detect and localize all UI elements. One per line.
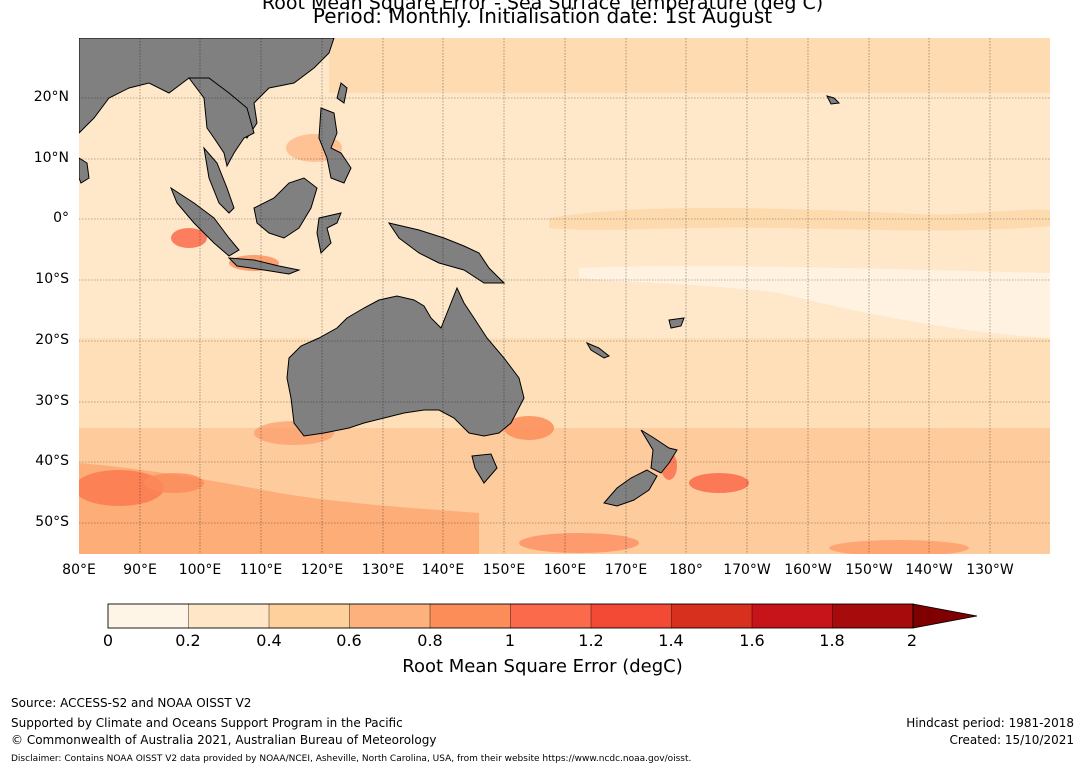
lat-label: 20°N <box>33 89 69 105</box>
colorbar <box>107 603 978 629</box>
colorbar-tick: 1.8 <box>819 631 845 650</box>
colorbar-segment <box>590 603 673 629</box>
tasmania-island <box>471 453 498 484</box>
java-island <box>227 257 301 275</box>
sumatra-island <box>169 186 240 257</box>
colorbar-extend-arrow <box>912 603 978 629</box>
australia-mainland <box>286 286 525 437</box>
lon-label: 170°W <box>723 562 771 578</box>
malay-peninsula <box>203 146 235 214</box>
colorbar-segment <box>349 603 431 629</box>
lat-label: 20°S <box>35 332 69 348</box>
lon-label: 140°W <box>905 562 953 578</box>
chart-subtitle: Period: Monthly. Initialisation date: 1s… <box>312 4 773 28</box>
colorbar-segments <box>107 603 914 629</box>
colorbar-segment <box>510 603 592 629</box>
lat-label: 10°S <box>35 271 69 287</box>
fiji-islands <box>668 317 685 329</box>
lon-label: 110°E <box>239 562 283 578</box>
colorbar-segment <box>188 603 270 629</box>
lon-label: 150°W <box>845 562 893 578</box>
lon-label: 170°E <box>604 562 648 578</box>
borneo-island <box>253 177 318 239</box>
colorbar-segment <box>671 603 753 629</box>
lon-label: 120°E <box>300 562 344 578</box>
sulawesi-island <box>316 212 342 255</box>
disclaimer-text: Disclaimer: Contains NOAA OISST V2 data … <box>11 754 692 764</box>
colorbar-tick: 0 <box>102 631 114 650</box>
indochina-peninsula <box>188 77 255 168</box>
colorbar-segment <box>832 603 914 629</box>
colorbar-tick: 0.6 <box>336 631 362 650</box>
colorbar-segment <box>751 603 834 629</box>
landmasses <box>79 38 841 507</box>
source-text: Source: ACCESS-S2 and NOAA OISST V2 <box>11 696 252 710</box>
colorbar-tick: 0.8 <box>417 631 443 650</box>
map-svg <box>79 38 1050 554</box>
colorbar-segment <box>107 603 190 629</box>
lon-label: 130°E <box>361 562 405 578</box>
colorbar-tick: 1.4 <box>658 631 684 650</box>
lon-label: 180° <box>669 562 703 578</box>
hindcast-text: Hindcast period: 1981-2018 <box>906 716 1074 730</box>
copyright-text: © Commonwealth of Australia 2021, Austra… <box>11 733 437 747</box>
lon-label: 100°E <box>178 562 222 578</box>
lat-label: 50°S <box>35 514 69 530</box>
colorbar-outline <box>107 603 914 629</box>
lon-label: 130°W <box>966 562 1014 578</box>
new-caledonia-island <box>585 341 610 359</box>
lon-label: 160°W <box>784 562 832 578</box>
graticule <box>79 38 1050 554</box>
lat-label: 10°N <box>33 150 69 166</box>
map-panel <box>79 38 1050 554</box>
colorbar-segment <box>268 603 351 629</box>
rmse-field <box>79 38 1050 554</box>
lon-label: 160°E <box>543 562 587 578</box>
philippines-islands <box>318 107 352 184</box>
colorbar-tick: 1.2 <box>578 631 604 650</box>
colorbar-segment <box>429 603 512 629</box>
lon-label: 140°E <box>421 562 465 578</box>
lat-label: 40°S <box>35 453 69 469</box>
colorbar-tick: 0.4 <box>256 631 282 650</box>
lat-label: 0° <box>53 210 69 226</box>
lat-label: 30°S <box>35 393 69 409</box>
lon-label: 90°E <box>123 562 157 578</box>
colorbar-tick: 1 <box>504 631 516 650</box>
new-guinea-island <box>387 222 506 284</box>
created-text: Created: 15/10/2021 <box>949 733 1074 747</box>
sri-lanka-island <box>79 157 90 184</box>
lon-label: 150°E <box>482 562 526 578</box>
colorbar-tick: 1.6 <box>739 631 765 650</box>
support-text: Supported by Climate and Oceans Support … <box>11 716 403 730</box>
colorbar-tick: 0.2 <box>175 631 201 650</box>
chart-title: Root Mean Square Error - Sea Surface Tem… <box>261 0 824 14</box>
colorbar-label: Root Mean Square Error (degC) <box>402 656 683 677</box>
colorbar-tick: 2 <box>906 631 918 650</box>
lon-label: 80°E <box>62 562 96 578</box>
nz-south-island <box>603 469 658 507</box>
